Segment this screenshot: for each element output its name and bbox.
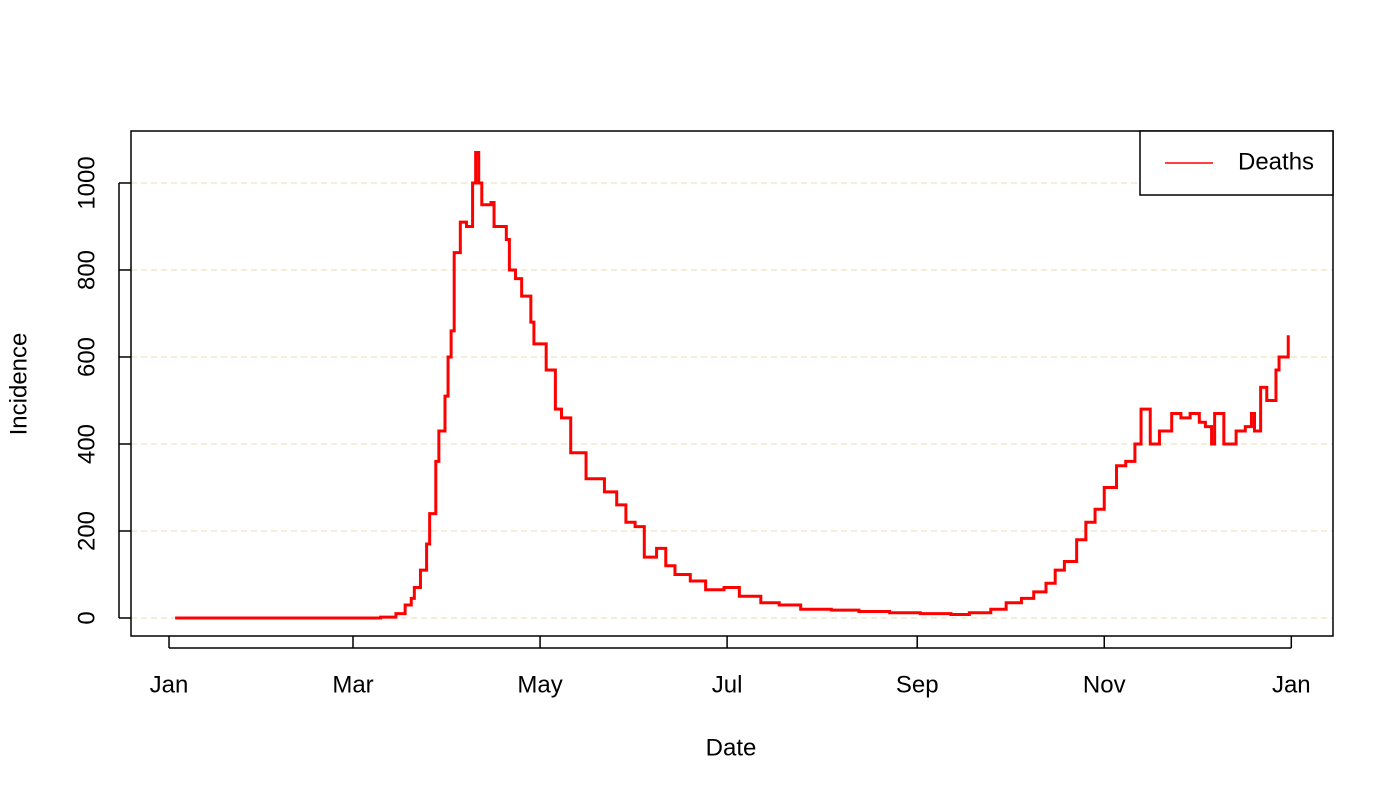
y-axis-label: Incidence — [5, 333, 32, 436]
x-axis-label: Date — [706, 734, 757, 761]
x-tick-label: Jul — [712, 671, 743, 698]
y-tick-label: 600 — [73, 337, 100, 377]
plot-frame — [130, 130, 1334, 637]
x-tick-label: Sep — [896, 671, 939, 698]
legend-label: Deaths — [1238, 148, 1314, 175]
x-tick-label: Jan — [1272, 671, 1311, 698]
x-tick-label: May — [517, 671, 562, 698]
y-tick-label: 400 — [73, 424, 100, 464]
data-line — [175, 151, 1290, 620]
y-tick-label: 1000 — [73, 156, 100, 209]
y-tick-label: 0 — [73, 611, 100, 624]
y-tick-label: 200 — [73, 511, 100, 551]
y-tick-label: 800 — [73, 250, 100, 290]
x-tick-label: Nov — [1083, 671, 1126, 698]
x-tick-label: Mar — [332, 671, 373, 698]
x-tick-label: Jan — [150, 671, 189, 698]
